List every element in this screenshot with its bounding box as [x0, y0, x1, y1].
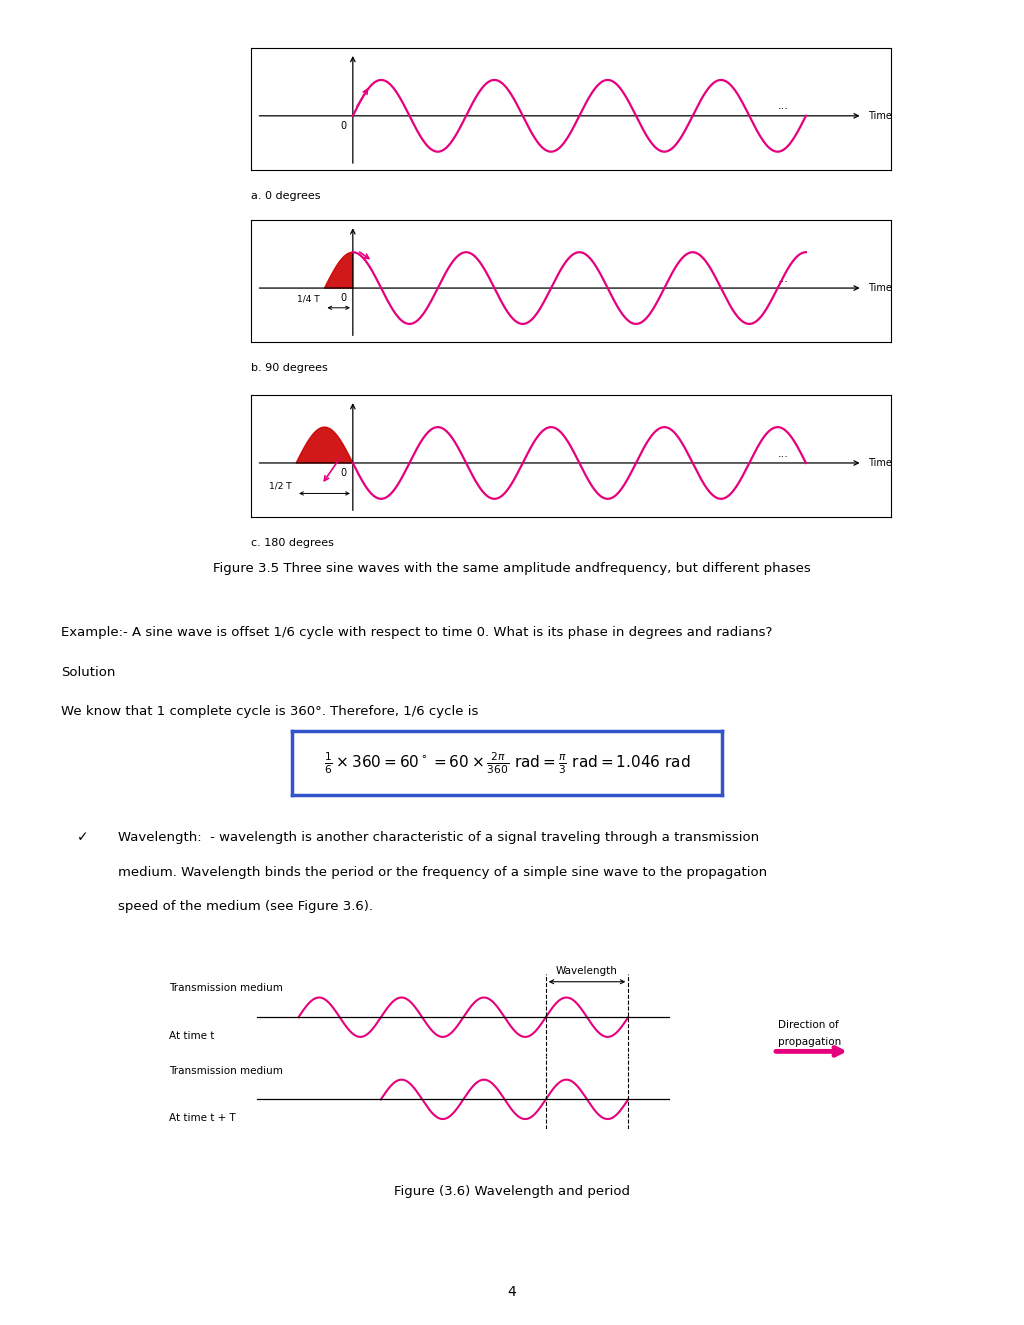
Text: Time: Time [868, 458, 892, 468]
Text: ...: ... [778, 102, 788, 111]
Text: b. 90 degrees: b. 90 degrees [251, 363, 328, 374]
Text: 0: 0 [340, 468, 346, 478]
Text: 0: 0 [340, 293, 346, 303]
Text: ...: ... [778, 449, 788, 458]
Text: 1/4 T: 1/4 T [297, 294, 319, 303]
Text: Wavelength: Wavelength [556, 966, 617, 975]
Text: ...: ... [778, 274, 788, 284]
Text: We know that 1 complete cycle is 360°. Therefore, 1/6 cycle is: We know that 1 complete cycle is 360°. T… [61, 705, 479, 718]
Text: 4: 4 [508, 1285, 516, 1298]
Text: At time t + T: At time t + T [169, 1113, 236, 1124]
Text: a. 0 degrees: a. 0 degrees [251, 191, 321, 201]
Text: $\frac{1}{6} \times 360 = 60^\circ = 60 \times \frac{2\pi}{360}\ \mathrm{rad} = : $\frac{1}{6} \times 360 = 60^\circ = 60 … [324, 750, 690, 776]
Text: c. 180 degrees: c. 180 degrees [251, 538, 334, 549]
Text: propagation: propagation [778, 1036, 842, 1047]
Text: Time: Time [868, 284, 892, 293]
Text: Direction of: Direction of [778, 1019, 839, 1030]
Text: Example:- A sine wave is offset 1/6 cycle with respect to time 0. What is its ph: Example:- A sine wave is offset 1/6 cycl… [61, 625, 773, 639]
Text: ✓: ✓ [77, 831, 88, 844]
Text: Transmission medium: Transmission medium [169, 1065, 283, 1076]
Text: Figure (3.6) Wavelength and period: Figure (3.6) Wavelength and period [394, 1185, 630, 1198]
Text: medium. Wavelength binds the period or the frequency of a simple sine wave to th: medium. Wavelength binds the period or t… [118, 865, 767, 878]
Text: At time t: At time t [169, 1031, 214, 1041]
Text: 0: 0 [340, 121, 346, 131]
Text: speed of the medium (see Figure 3.6).: speed of the medium (see Figure 3.6). [118, 900, 373, 913]
Text: Solution: Solution [61, 665, 116, 678]
Text: 1/2 T: 1/2 T [269, 482, 292, 490]
Text: Time: Time [868, 111, 892, 121]
Polygon shape [296, 427, 353, 462]
Text: Transmission medium: Transmission medium [169, 983, 283, 994]
Text: Figure 3.5 Three sine waves with the same amplitude andfrequency, but different : Figure 3.5 Three sine waves with the sam… [213, 562, 811, 575]
Text: Wavelength:  - wavelength is another characteristic of a signal traveling throug: Wavelength: - wavelength is another char… [118, 831, 759, 844]
Polygon shape [325, 252, 353, 288]
